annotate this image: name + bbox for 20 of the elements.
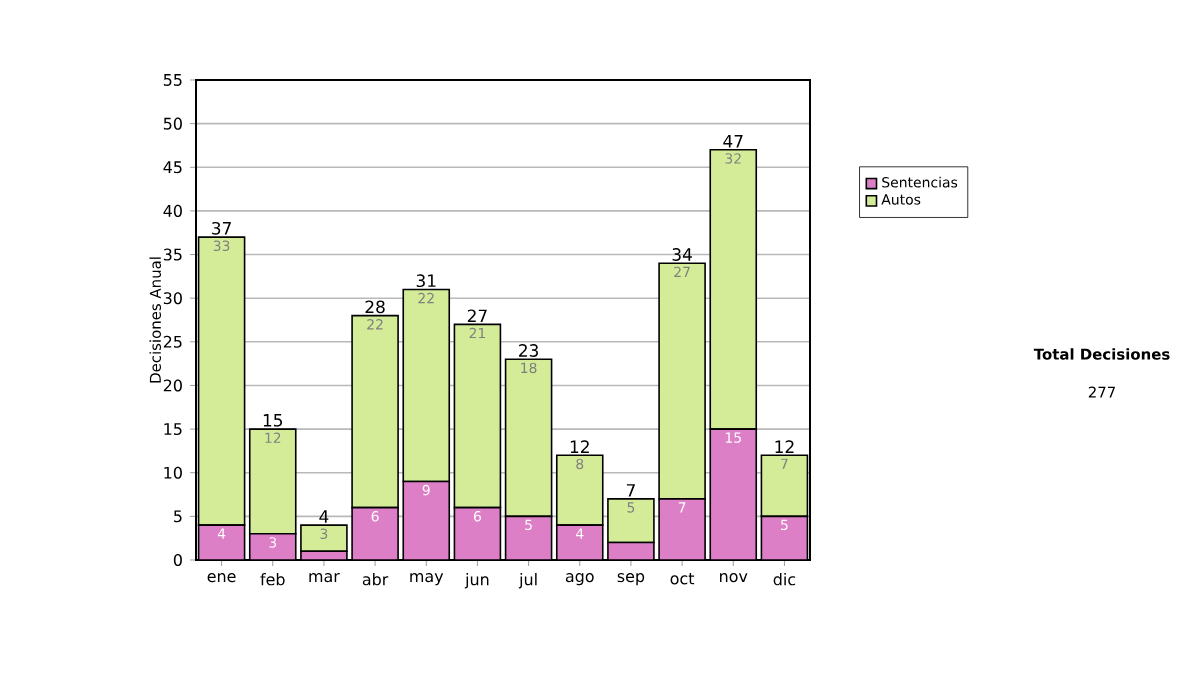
total-label: 7 — [626, 484, 635, 497]
total-label: 15 — [263, 414, 283, 427]
total-label: 31 — [416, 274, 436, 288]
bar — [454, 507, 501, 560]
total-label: 37 — [212, 221, 231, 235]
bar — [505, 516, 552, 560]
bar — [403, 481, 450, 560]
bar — [352, 507, 399, 560]
total-label: 47 — [723, 135, 743, 148]
total-label: 34 — [672, 248, 692, 261]
bar — [659, 498, 706, 560]
total-label: 4 — [319, 510, 329, 523]
total-label: 12 — [570, 440, 589, 453]
total-label: 12 — [775, 440, 794, 453]
bar — [198, 525, 245, 560]
total-label: 28 — [365, 300, 385, 314]
bar — [760, 515, 809, 560]
bar — [710, 429, 757, 560]
total-label: 23 — [519, 344, 538, 357]
total-label: 27 — [467, 309, 487, 322]
